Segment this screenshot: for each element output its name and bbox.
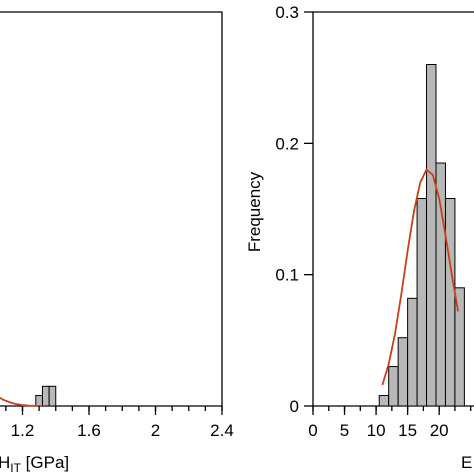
right-bar	[444, 197, 456, 407]
right-histogram-panel: 0 0.1 0.2 0.3 0 5 10 15 20 Frequency E	[245, 3, 474, 472]
right-bar	[416, 197, 428, 407]
right-y-tick-label: 0.2	[275, 134, 299, 153]
right-y-axis-label: Frequency	[245, 171, 264, 252]
right-bar	[426, 64, 437, 407]
left-x-axis-ticks: 1.2 1.6 2 2.4	[5, 406, 234, 440]
left-bar	[41, 385, 50, 407]
right-x-tick-label: 20	[430, 421, 449, 440]
right-bar	[435, 162, 446, 407]
left-x-tick-label: 1.2	[11, 421, 35, 440]
right-bar	[388, 366, 399, 407]
right-y-tick-label: 0.1	[275, 266, 299, 285]
right-bar	[397, 337, 409, 407]
right-y-tick-label: 0	[290, 397, 299, 416]
right-x-tick-label: 10	[367, 421, 386, 440]
left-fit-curve	[0, 396, 43, 407]
right-histogram-bars	[378, 64, 465, 407]
left-x-axis-label: HIT [GPa]	[0, 453, 69, 474]
right-y-tick-label: 0.3	[275, 3, 299, 22]
left-histogram-bars	[35, 385, 57, 407]
right-x-axis-ticks: 0 5 10 15 20	[308, 406, 472, 440]
left-x-tick-label: 2	[151, 421, 160, 440]
right-x-tick-label: 5	[340, 421, 349, 440]
right-bar	[407, 297, 418, 407]
right-y-axis-ticks: 0 0.1 0.2 0.3	[275, 3, 313, 416]
left-histogram-panel: 1.2 1.6 2 2.4 HIT [GPa]	[0, 11, 234, 474]
left-x-tick-label: 2.4	[210, 421, 234, 440]
right-x-tick-label: 0	[308, 421, 317, 440]
left-plot-frame	[0, 11, 223, 407]
left-bar	[35, 394, 43, 407]
right-x-axis-label: E	[461, 453, 472, 472]
right-bar	[454, 287, 465, 407]
right-fit-curve	[381, 168, 459, 386]
left-bar	[48, 385, 57, 407]
right-bar	[378, 394, 390, 407]
left-x-tick-label: 1.6	[77, 421, 101, 440]
right-x-tick-label: 15	[398, 421, 417, 440]
